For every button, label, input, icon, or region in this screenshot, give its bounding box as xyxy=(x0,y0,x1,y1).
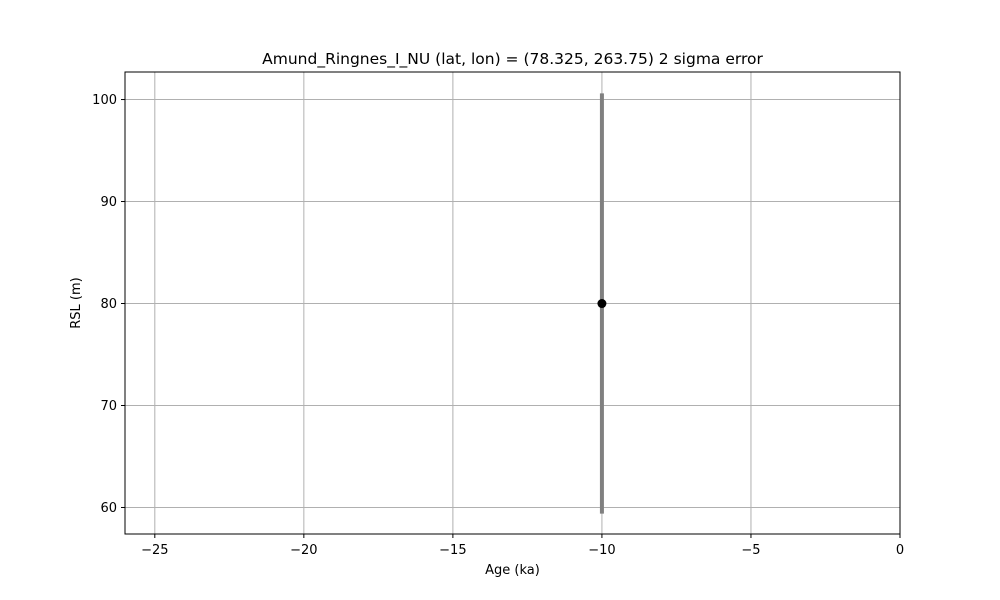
tick-layer: −25 −20 −15 −10 −5 0 60 70 80 90 100 xyxy=(92,93,904,558)
chart-title: Amund_Ringnes_I_NU (lat, lon) = (78.325,… xyxy=(262,50,763,69)
x-tick-label: −10 xyxy=(588,543,615,558)
x-tick-label: −15 xyxy=(439,543,466,558)
x-tick-label: 0 xyxy=(896,543,904,558)
grid-layer xyxy=(125,72,901,534)
y-tick-label: 60 xyxy=(100,501,117,516)
y-axis-label: RSL (m) xyxy=(69,277,84,328)
x-tick-label: −25 xyxy=(141,543,168,558)
y-tick-label: 100 xyxy=(92,93,117,108)
plot-frame xyxy=(124,71,901,535)
y-tick-label: 70 xyxy=(100,399,117,414)
data-point xyxy=(597,299,607,309)
data-layer xyxy=(597,93,607,514)
x-tick-label: −20 xyxy=(290,543,317,558)
y-tick-label: 80 xyxy=(100,297,117,312)
x-axis-label: Age (ka) xyxy=(485,563,540,578)
x-tick-label: −5 xyxy=(741,543,760,558)
y-tick-label: 90 xyxy=(100,195,117,210)
